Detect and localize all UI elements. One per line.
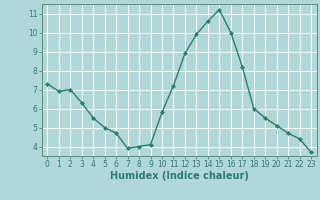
X-axis label: Humidex (Indice chaleur): Humidex (Indice chaleur) [110,171,249,181]
